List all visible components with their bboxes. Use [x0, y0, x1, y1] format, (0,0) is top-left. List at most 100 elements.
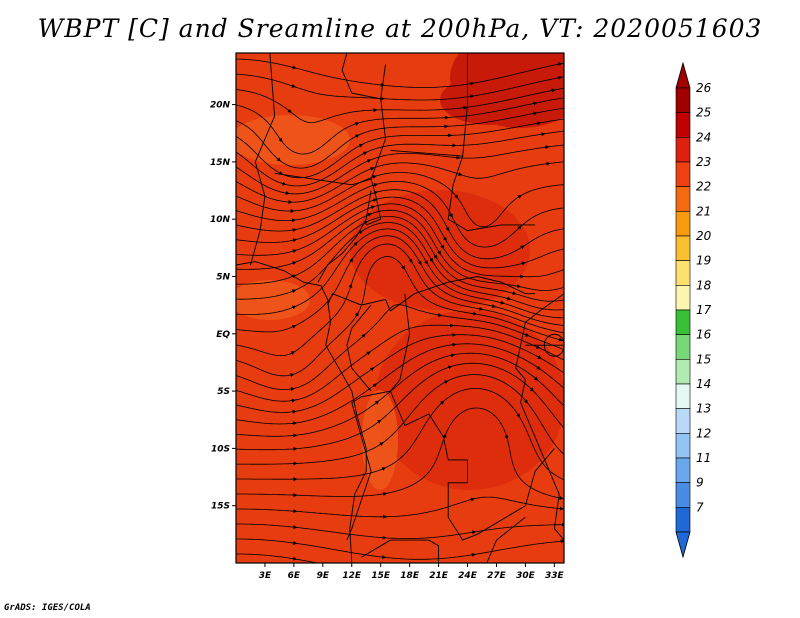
streamline-arrow — [289, 373, 295, 377]
streamline-arrow — [371, 175, 377, 179]
streamline-arrow — [276, 157, 281, 162]
latitude-axis: 20N 15N 10N 5N EQ 5S 10S 15S — [210, 101, 236, 512]
streamline-arrow — [424, 259, 428, 265]
streamline-arrow — [442, 433, 447, 439]
streamline-arrow — [499, 300, 505, 305]
streamline-arrow — [367, 213, 373, 217]
low-value-region — [236, 115, 350, 165]
colorbar-swatch — [675, 260, 691, 286]
streamline-arrow — [358, 143, 364, 148]
lake-outline — [543, 333, 564, 357]
lon-tick-label: 15E — [371, 571, 391, 581]
streamline-arrow — [533, 376, 539, 381]
colorbar-label: 7 — [696, 500, 704, 514]
streamline-arrow — [372, 198, 378, 203]
streamline — [236, 235, 564, 333]
streamline-arrow — [358, 230, 364, 235]
colorbar-label: 12 — [696, 426, 711, 440]
country-border — [351, 293, 411, 403]
streamline-arrow — [516, 284, 522, 289]
streamline-arrow — [557, 337, 563, 342]
streamline-arrow — [447, 365, 453, 370]
colorbar-label: 13 — [696, 402, 711, 416]
streamline-arrow — [374, 400, 380, 405]
lat-tick-label: 10S — [211, 444, 230, 454]
streamline-arrow — [457, 172, 463, 176]
streamline-arrow — [373, 183, 378, 187]
lat-tick-label: 20N — [210, 101, 231, 111]
colorbar-label: 15 — [696, 352, 711, 366]
country-border — [447, 448, 555, 541]
streamline — [236, 256, 564, 377]
streamline-arrow — [291, 289, 297, 294]
colorbar-label: 19 — [696, 254, 711, 268]
grads-credit: GrADS: IGES/COLA — [4, 603, 91, 613]
country-border — [366, 98, 386, 226]
streamline-arrow — [417, 260, 422, 266]
colorbar-swatch — [675, 137, 691, 163]
lon-tick-label: 33E — [545, 571, 565, 581]
lon-tick-label: 12E — [342, 571, 362, 581]
streamline-arrow — [450, 353, 456, 358]
streamline-arrow — [292, 238, 298, 243]
streamline-arrow — [379, 442, 384, 446]
streamline-arrow — [517, 194, 522, 199]
streamline-arrow — [408, 258, 413, 263]
streamline-arrow — [292, 249, 297, 254]
streamline-arrow — [440, 400, 445, 405]
colorbar-label: 11 — [696, 451, 711, 465]
high-value-region — [440, 75, 540, 125]
streamline-arrow — [550, 88, 556, 93]
streamline-arrow — [361, 333, 366, 339]
low-value-region — [236, 280, 310, 320]
mid-value-region — [350, 190, 530, 310]
lat-tick-label: EQ — [216, 330, 230, 340]
colorbar: 26 25 24 23 22 21 20 19 18 17 16 15 14 13 12 11 9 7 — [675, 61, 712, 559]
streamline — [236, 334, 564, 413]
streamline-arrow — [291, 305, 297, 310]
country-border — [361, 539, 440, 563]
lat-tick-label: 5N — [216, 272, 230, 282]
streamline-arrow — [506, 296, 512, 301]
colorbar-swatch — [675, 112, 691, 138]
lon-tick-label: 9E — [317, 571, 330, 581]
streamline-arrow — [372, 383, 378, 388]
lat-tick-label: 5S — [217, 387, 230, 397]
colorbar-label: 20 — [696, 229, 712, 243]
streamline-arrow — [478, 306, 484, 311]
colorbar-swatch — [675, 457, 691, 483]
lat-tick-label: 15N — [210, 158, 231, 168]
lat-tick-label: 10N — [210, 215, 231, 225]
streamline-arrow — [437, 250, 441, 255]
country-border — [250, 53, 276, 266]
streamline — [236, 130, 564, 187]
streamline-arrow — [520, 245, 525, 250]
streamline-arrow — [524, 332, 530, 337]
streamline-arrow — [437, 313, 443, 317]
streamline-arrow — [536, 365, 541, 370]
country-border — [390, 149, 463, 157]
colorbar-label: 16 — [696, 328, 712, 342]
streamline-arrow — [536, 121, 542, 126]
streamline-arrow — [354, 122, 360, 126]
colorbar-swatch — [675, 161, 691, 187]
colorbar-label: 24 — [696, 130, 711, 144]
streamline-arrow — [278, 137, 283, 143]
streamline-arrow — [366, 159, 372, 163]
streamline-arrow — [290, 351, 296, 355]
streamline-arrow — [429, 257, 434, 263]
colorbar-label: 18 — [696, 278, 712, 292]
streamline-arrow — [532, 111, 538, 116]
colorbar-swatch — [675, 309, 691, 335]
streamline-arrow — [529, 387, 534, 392]
colorbar-label: 23 — [696, 155, 711, 169]
streamline-arrow — [445, 226, 450, 232]
streamline — [236, 118, 564, 179]
streamline — [236, 538, 564, 560]
streamline-arrow — [449, 213, 453, 218]
colorbar-label: 9 — [696, 476, 704, 490]
country-border — [341, 53, 386, 100]
country-border — [274, 172, 372, 186]
streamline-arrow — [353, 241, 358, 247]
